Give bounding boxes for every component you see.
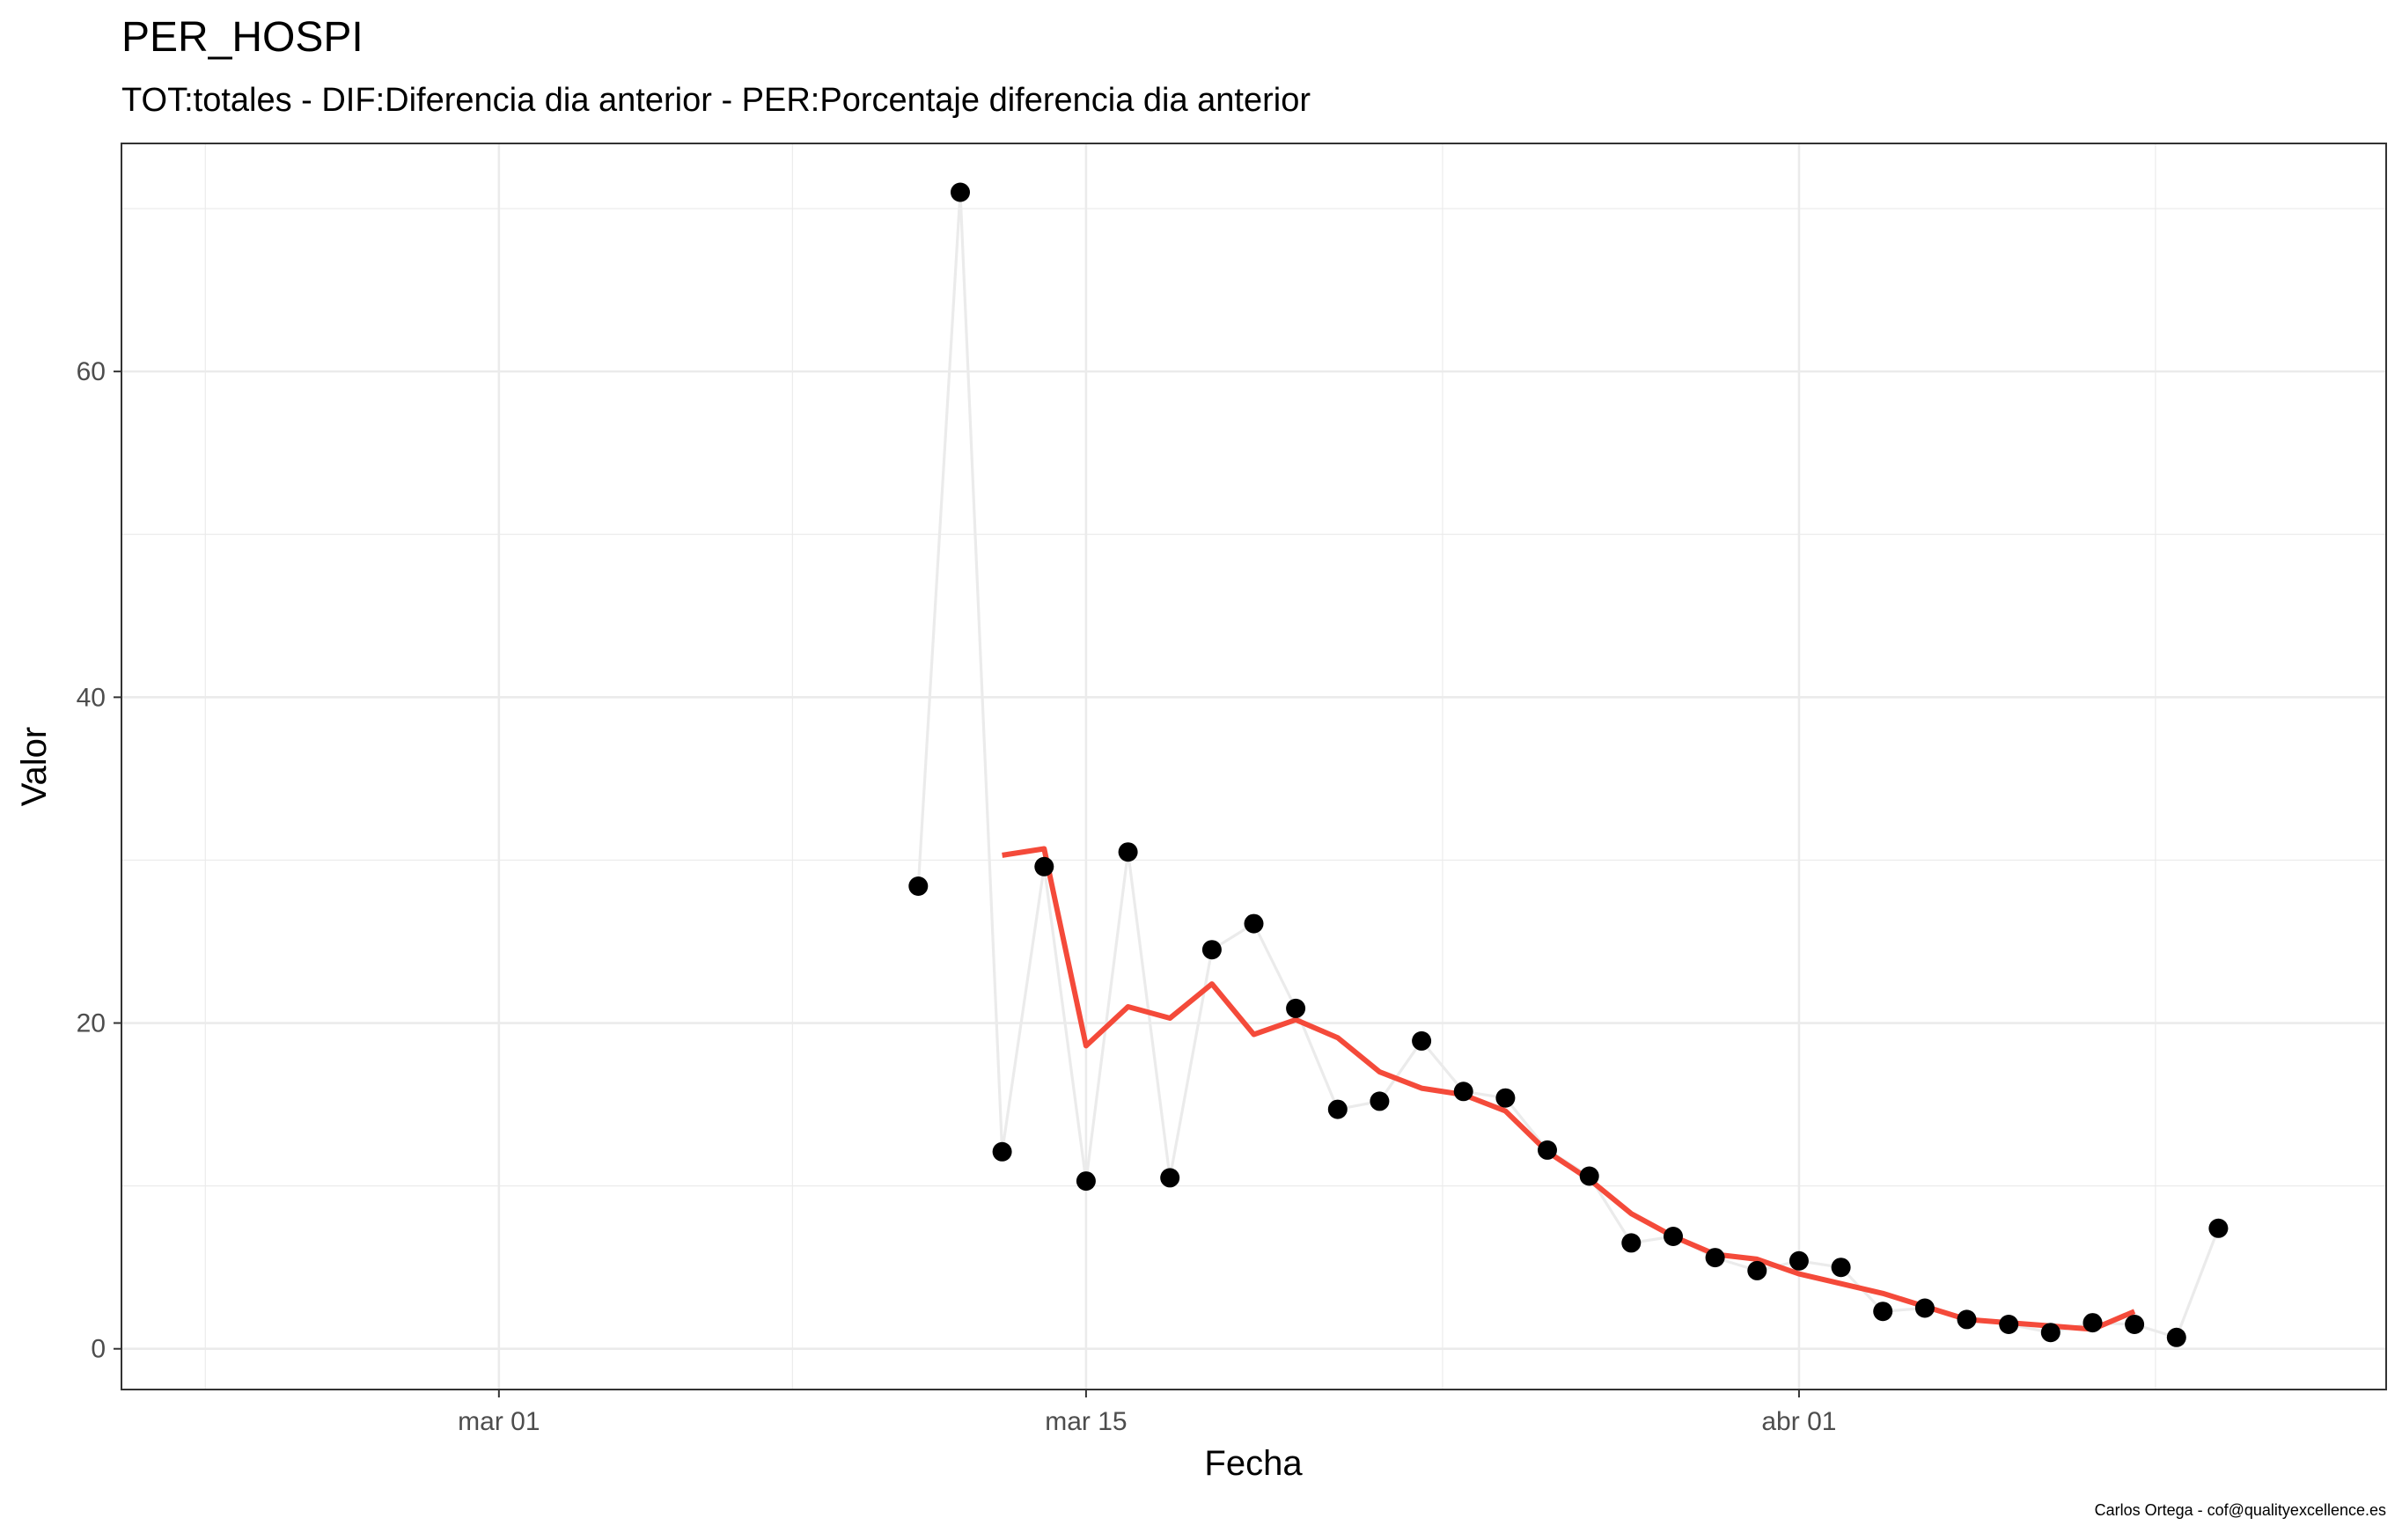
data-point [1327, 1099, 1348, 1119]
data-point [1664, 1227, 1683, 1246]
data-point [2208, 1218, 2229, 1238]
data-point [1076, 1171, 1096, 1192]
marks [908, 182, 2229, 1347]
data-point [1034, 856, 1054, 876]
data-point [1747, 1260, 1767, 1280]
y-tick-label: 0 [91, 1335, 106, 1364]
data-point [1201, 940, 1222, 960]
data-point [1705, 1248, 1725, 1268]
x-axis-title: Fecha [1204, 1444, 1303, 1483]
data-point [992, 1141, 1012, 1162]
chart-subtitle: TOT:totales - DIF:Diferencia dia anterio… [121, 82, 1311, 119]
plot-panel [121, 143, 2387, 1390]
caption: Carlos Ortega - cof@qualityexcellence.es [2095, 1501, 2386, 1519]
data-point [1160, 1168, 1180, 1188]
data-point [1495, 1088, 1516, 1108]
data-point [1538, 1140, 1557, 1160]
y-tick-label: 60 [77, 357, 106, 386]
x-tick-label: mar 01 [458, 1407, 540, 1436]
plot-background [121, 143, 2386, 1390]
y-tick-label: 20 [77, 1009, 106, 1038]
chart-title: PER_HOSPI [121, 14, 364, 61]
y-axis-title: Valor [15, 727, 54, 806]
data-point [1286, 998, 1306, 1018]
data-point [2082, 1313, 2103, 1333]
x-tick-label: abr 01 [1761, 1407, 1836, 1436]
data-point [1789, 1250, 1809, 1271]
data-point [1244, 913, 1264, 934]
data-point [2125, 1315, 2145, 1334]
data-point [2040, 1323, 2060, 1343]
data-point [1370, 1091, 1390, 1111]
x-tick-label: mar 15 [1045, 1407, 1127, 1436]
data-point [1621, 1233, 1642, 1253]
data-point [1453, 1082, 1473, 1102]
data-point [1873, 1302, 1893, 1322]
axes: 0 20 40 60 mar 01 mar 15 abr 01 [77, 357, 1837, 1436]
data-point [1831, 1258, 1851, 1278]
data-point [1412, 1030, 1432, 1051]
data-point [1999, 1315, 2019, 1334]
data-point [1118, 842, 1138, 862]
data-point [908, 876, 929, 896]
data-point [1579, 1166, 1599, 1186]
data-point [1957, 1309, 1977, 1330]
data-point [951, 182, 970, 202]
series-line-moving-average [1002, 846, 2136, 1332]
data-point [2166, 1327, 2186, 1347]
plot-border [121, 143, 2387, 1390]
y-tick-label: 40 [77, 683, 106, 712]
data-point [1914, 1298, 1935, 1318]
